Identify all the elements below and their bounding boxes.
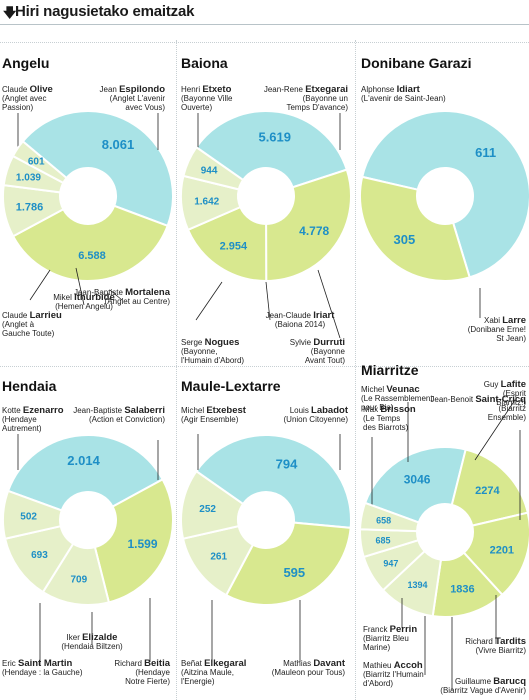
- city-title: Baiona: [181, 55, 228, 71]
- city-title: Miarritze: [361, 362, 419, 378]
- candidate-label-mortalena: Jean-Baptiste Mortalena (Anglet au Centre…: [74, 287, 171, 306]
- candidate-label-espilondo: Jean Espilondo (Anglet L'avenir avec Vous): [100, 84, 166, 112]
- leader-line-larrieu: [29, 269, 51, 301]
- chart-donibane-garazi: Donibane Garazi 611 Alphonse Idiart (L'aven…: [359, 55, 529, 343]
- candidate-label-lafite: Guy Lafite (Esprit Biarritz!): [484, 379, 527, 407]
- city-title: Angelu: [2, 55, 49, 71]
- candidate-label-larre: Xabi Larre (Donibane Erne! St Jean): [468, 315, 527, 343]
- candidate-label-etxegarai: Jean-Rene Etxegarai (Bayonne un Temps D'av…: [264, 84, 348, 112]
- candidate-label-brisson: Max Brisson (Le Temps des Biarrots): [363, 404, 416, 432]
- candidate-label-nogues: Serge Nogues (Bayonne, l'Humain d'Abord): [181, 337, 244, 365]
- donut-hole: [60, 492, 116, 548]
- value-label-labadot: 595: [283, 565, 305, 580]
- candidate-label-saint-cricq: Jean-Benoit Saint-Cricq (Biarritz Ensemble…: [430, 394, 526, 422]
- value-label-olive: 8.061: [102, 137, 135, 152]
- chart-miarritze: Miarritze 3046 Max Brisson (Le Temps des Bia…: [359, 362, 529, 695]
- candidate-label-labadot: Louis Labadot (Union Citoyenne): [284, 405, 349, 424]
- candidate-label-beitia: Richard Beitia (Hendaye Notre Fierte): [114, 658, 170, 686]
- candidate-label-larrieu: Claude Larrieu (Anglet à Gauche Toute): [2, 310, 62, 338]
- value-label-tardits: 1394: [407, 580, 427, 590]
- value-label-perrin: 658: [376, 515, 391, 525]
- value-label-larrieu: 601: [28, 157, 45, 168]
- city-title: Maule-Lextarre: [181, 378, 281, 394]
- leader-line-mortalena: [109, 289, 123, 301]
- value-label-elkegaral: 252: [199, 504, 216, 515]
- leader-line-ithurbide: [75, 267, 85, 306]
- value-label-saint-cricq: 1836: [450, 584, 474, 596]
- candidate-label-salaberri: Jean-Baptiste Salaberri (Action et Convic…: [73, 405, 165, 424]
- column-divider-2: [355, 40, 356, 700]
- city-title: Donibane Garazi: [361, 55, 471, 71]
- candidate-label-ithurbide: Mikel Ithurbide (Hemen Angelu): [53, 292, 115, 311]
- value-label-idiart: 611: [475, 145, 496, 160]
- leader-line-iriart: [265, 281, 271, 321]
- candidate-label-durruti: Sylvie Durruti (Bayonne Avant Tout): [290, 337, 346, 365]
- donut-hole: [417, 168, 473, 224]
- value-label-accoh: 685: [376, 535, 391, 545]
- value-label-davant: 261: [210, 552, 227, 563]
- value-label-ithurbide: 1.039: [16, 173, 41, 184]
- page-header: 🡇 Hiri nagusietako emaitzak: [0, 0, 529, 26]
- donut-hole: [238, 492, 294, 548]
- candidate-label-elkegaral: Beñat Elkegaral (Aitzina Maule, l'Energie): [181, 658, 246, 686]
- header-divider: [0, 24, 529, 25]
- donut-hole: [238, 168, 294, 224]
- chart-baiona: Baiona 5.619 Henri Etxeto (Bayonne Ville Ouv…: [180, 55, 352, 365]
- value-label-barucq: 947: [383, 559, 398, 569]
- value-label-veunac: 2274: [475, 485, 500, 497]
- value-label-espilondo: 6.588: [78, 250, 106, 262]
- value-label-etxebest: 794: [276, 457, 298, 472]
- value-label-lafite: 2201: [490, 544, 514, 556]
- value-label-ezenarro: 2.014: [67, 453, 100, 468]
- value-label-beitia: 709: [70, 574, 87, 585]
- candidate-label-iriart: Jean-Claude Iriart (Baiona 2014): [266, 310, 336, 329]
- leader-line-nogues: [195, 281, 223, 321]
- candidate-label-idiart: Alphonse Idiart (L'avenir de Saint-Jean): [361, 84, 446, 103]
- chart-maule-lextarre: Maule-Lextarre 794 Michel Etxebest (Agir En…: [180, 378, 352, 686]
- row-divider-top: [0, 42, 529, 43]
- leader-line-durruti: [317, 269, 341, 339]
- value-label-etxeto: 5.619: [258, 130, 291, 145]
- leader-line-lafite: [474, 399, 516, 461]
- candidate-label-elizalde: Iker Elizalde (Hendaia Biltzen): [61, 632, 123, 651]
- value-label-durruti: 2.954: [220, 241, 248, 253]
- candidate-label-olive: Claude Olive (Anglet avec Passion): [2, 84, 53, 112]
- down-arrow-icon: 🡇: [3, 5, 17, 20]
- value-label-salaberri: 1.599: [128, 537, 158, 551]
- candidate-label-veunac: Michel Veunac (Le Rassemblement pour Bia): [361, 384, 433, 412]
- value-label-mortalena: 1.786: [16, 202, 44, 214]
- value-label-etxegarai: 4.778: [299, 224, 329, 238]
- candidate-label-davant: Mathias Davant (Mauleon pour Tous): [272, 658, 346, 677]
- candidate-label-perrin: Franck Perrin (Biarritz Bleu Marine): [363, 624, 417, 652]
- value-label-larre: 305: [394, 232, 416, 247]
- value-label-nogues: 944: [201, 166, 218, 177]
- candidate-label-barucq: Guillaume Barucq (Biarritz Vague d'Avenir…: [440, 676, 526, 695]
- candidate-label-etxeto: Henri Etxeto (Bayonne Ville Ouverte): [181, 84, 233, 112]
- candidate-label-saint-martin: Eric Saint Martin (Hendaye : la Gauche): [2, 658, 83, 677]
- candidate-label-accoh: Mathieu Accoh (Biarritz l'Humain d'Abord): [363, 660, 424, 688]
- page-title: Hiri nagusietako emaitzak: [15, 3, 195, 20]
- chart-hendaia: Hendaia 2.014 Kotte Ezenarro (Hendaye Autrem…: [2, 378, 174, 686]
- value-label-brisson: 3046: [404, 473, 431, 487]
- donut-hole: [417, 504, 473, 560]
- chart-angelu: Angelu 8.061 Claude Olive (Anglet avec Passi…: [2, 55, 174, 338]
- candidate-label-etxebest: Michel Etxebest (Agir Ensemble): [181, 405, 247, 424]
- value-label-iriart: 1.642: [194, 197, 219, 208]
- column-divider-1: [176, 40, 177, 700]
- value-label-saint-martin: 502: [20, 512, 37, 523]
- donut-hole: [60, 168, 116, 224]
- candidate-label-ezenarro: Kotte Ezenarro (Hendaye Autrement): [2, 405, 64, 433]
- row-divider-middle: [0, 366, 529, 367]
- city-title: Hendaia: [2, 378, 57, 394]
- value-label-elizalde: 693: [31, 550, 48, 561]
- candidate-label-tardits: Richard Tardits (Vivre Biarritz): [465, 636, 526, 655]
